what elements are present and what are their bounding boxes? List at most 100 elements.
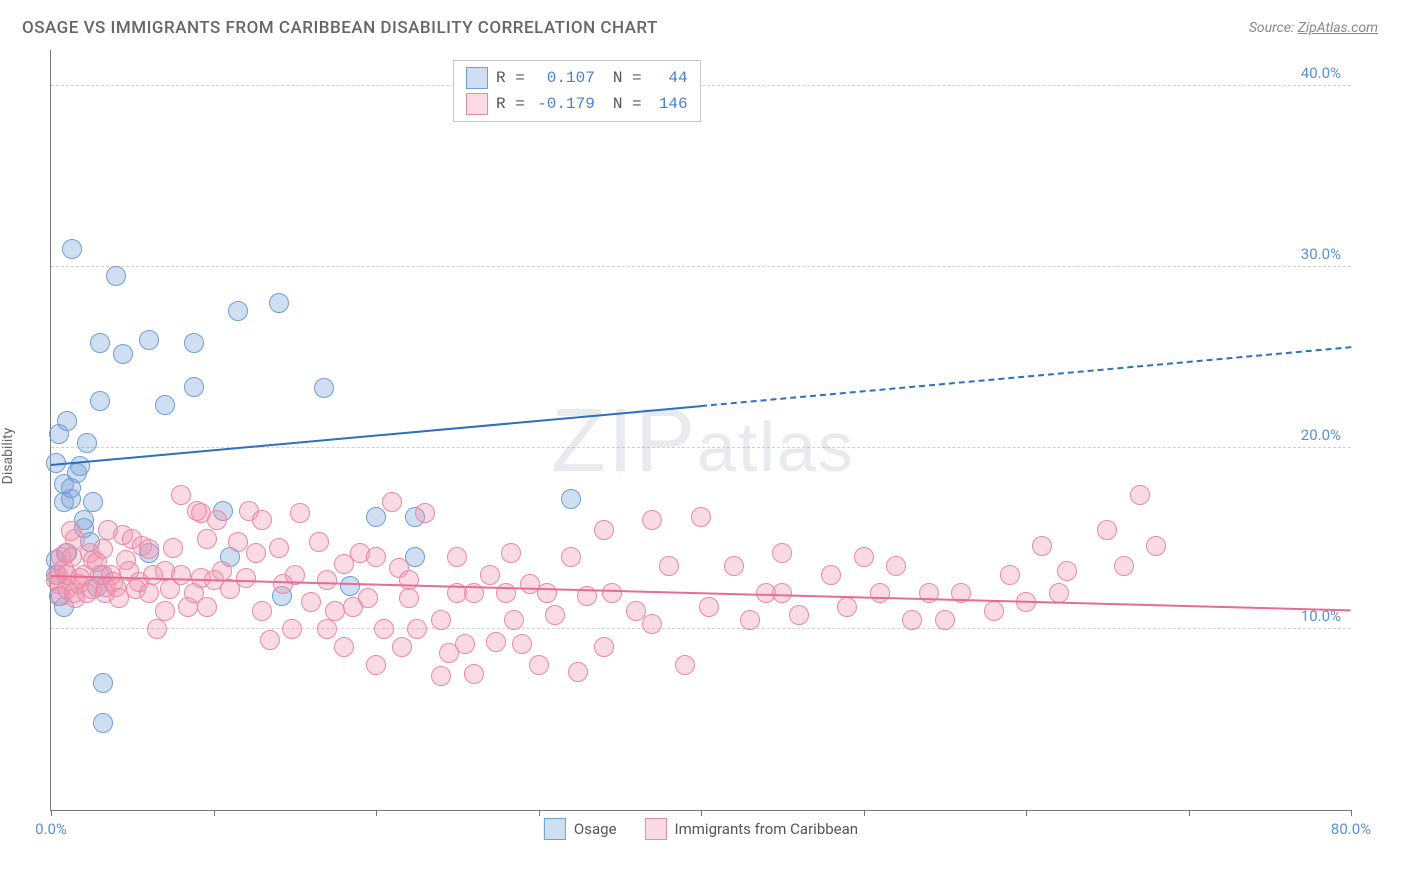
x-tick [864,810,865,816]
data-point [290,503,310,523]
data-point [1146,536,1166,556]
data-point [171,485,191,505]
data-point [837,597,857,617]
gridline [51,85,1351,86]
data-point [594,637,614,657]
data-point [366,655,386,675]
legend-n-label: N = [613,95,642,113]
data-point [113,344,133,364]
x-tick [214,810,215,816]
data-point [139,330,159,350]
data-point [512,634,532,654]
legend-n-value: 44 [650,69,688,87]
data-point [772,583,792,603]
data-point [642,510,662,530]
legend-item: Immigrants from Caribbean [645,818,859,840]
data-point [537,583,557,603]
data-point [317,619,337,639]
plot-area: 10.0%20.0%30.0%40.0%0.0%80.0%ZIPatlasR =… [50,50,1351,811]
y-tick-label: 40.0% [1301,64,1341,82]
data-point [62,239,82,259]
data-point [1057,561,1077,581]
data-point [642,614,662,634]
legend-swatch [544,818,566,840]
data-point [340,576,360,596]
data-point [366,507,386,527]
legend-r-value: 0.107 [533,69,595,87]
data-point [382,492,402,512]
data-point [568,662,588,682]
data-point [236,568,256,588]
data-point [106,266,126,286]
data-point [902,610,922,630]
data-point [317,570,337,590]
data-point [431,666,451,686]
x-tick [539,810,540,816]
y-tick-label: 30.0% [1301,245,1341,263]
data-point [57,411,77,431]
legend-stats-row: R =-0.179N =146 [466,91,688,117]
data-point [561,489,581,509]
data-point [93,539,113,559]
data-point [334,637,354,657]
data-point [62,547,82,567]
legend-stats-box: R =0.107N =44R =-0.179N =146 [453,60,701,122]
data-point [155,601,175,621]
data-point [392,637,412,657]
data-point [691,507,711,527]
data-point [407,619,427,639]
data-point [147,619,167,639]
data-point [93,713,113,733]
data-point [282,619,302,639]
legend-r-label: R = [496,69,525,87]
data-point [1130,485,1150,505]
data-point [455,634,475,654]
data-point [447,547,467,567]
data-point [228,301,248,321]
data-point [772,543,792,563]
data-point [594,520,614,540]
data-point [184,377,204,397]
data-point [1000,565,1020,585]
source-prefix: Source: [1249,20,1298,36]
data-point [269,538,289,558]
data-point [415,503,435,523]
x-tick [1189,810,1190,816]
legend-n-value: 146 [650,95,688,113]
x-tick-label: 0.0% [35,820,67,838]
data-point [309,532,329,552]
x-tick [51,810,52,816]
y-tick-label: 20.0% [1301,426,1341,444]
data-point [740,610,760,630]
source-link[interactable]: ZipAtlas.com [1298,20,1378,36]
data-point [366,547,386,567]
legend-label: Immigrants from Caribbean [675,820,859,838]
gridline [51,628,1351,629]
data-point [207,510,227,530]
data-point [659,556,679,576]
data-point [70,456,90,476]
legend-bottom: OsageImmigrants from Caribbean [544,818,858,840]
legend-swatch [645,818,667,840]
data-point [464,664,484,684]
data-point [602,583,622,603]
data-point [93,673,113,693]
data-point [197,529,217,549]
data-point [886,556,906,576]
data-point [699,597,719,617]
trend-line [51,405,701,466]
trend-line [701,347,1351,408]
x-tick [1026,810,1027,816]
data-point [139,539,159,559]
data-point [984,601,1004,621]
chart-title: OSAGE VS IMMIGRANTS FROM CARIBBEAN DISAB… [22,18,658,38]
data-point [90,391,110,411]
data-point [171,565,191,585]
data-point [821,565,841,585]
data-point [358,588,378,608]
legend-stats-row: R =0.107N =44 [466,65,688,91]
data-point [228,532,248,552]
data-point [504,610,524,630]
data-point [529,655,549,675]
data-point [184,333,204,353]
